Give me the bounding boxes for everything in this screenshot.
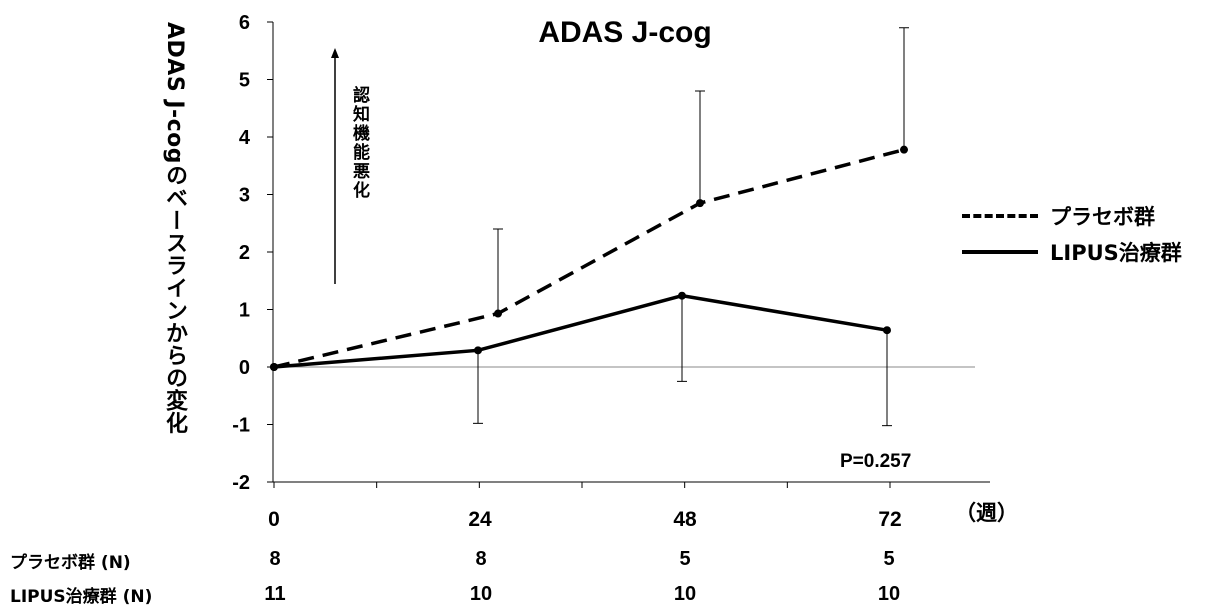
point-lipus [883, 326, 891, 335]
n-placebo-0: 8 [269, 548, 281, 570]
point-lipus [474, 346, 482, 355]
legend-swatch-solid [962, 250, 1038, 254]
legend: プラセボ群 LIPUS治療群 [962, 198, 1182, 270]
y-tick-label: 4 [239, 127, 251, 149]
point-placebo [494, 309, 502, 318]
n-row-label-lipus: LIPUS治療群 (N) [10, 587, 153, 607]
axes: 6 5 4 3 2 1 0 -1 -2 0 24 48 72 [232, 12, 990, 531]
point-lipus [270, 363, 278, 371]
x-axis-unit: （週） [955, 501, 1018, 525]
legend-label-placebo: プラセボ群 [1050, 205, 1155, 229]
chart-title: ADAS J-cog [538, 16, 711, 49]
y-axis-label: ADAS J-cogのベースラインからの変化 [162, 22, 187, 435]
n-lipus-0: 11 [264, 583, 286, 605]
series-line-lipus [273, 293, 888, 369]
worsening-annotation: 認知機能悪化 [349, 86, 369, 200]
n-placebo-72: 5 [883, 548, 895, 570]
x-tick-label: 24 [468, 508, 492, 531]
y-tick-label: 3 [239, 185, 250, 207]
series-group [270, 27, 909, 427]
y-tick-label: 6 [239, 12, 250, 34]
worsening-arrowhead [331, 48, 339, 58]
y-tick-label: 5 [239, 70, 250, 92]
y-tick-label: -1 [232, 415, 250, 437]
y-tick-label: 2 [239, 242, 250, 264]
y-tick-label: 1 [239, 300, 250, 322]
legend-label-lipus: LIPUS治療群 [1050, 241, 1182, 265]
series-line-placebo [273, 147, 905, 369]
n-row-label-placebo: プラセボ群 (N) [10, 553, 131, 573]
n-placebo-48: 5 [679, 548, 691, 570]
x-tick-label: 0 [268, 508, 280, 531]
legend-item-placebo: プラセボ群 [962, 198, 1182, 234]
n-placebo-24: 8 [475, 548, 487, 570]
n-lipus-24: 10 [469, 583, 493, 605]
point-lipus [678, 291, 686, 300]
x-tick-label: 48 [673, 508, 697, 531]
legend-item-lipus: LIPUS治療群 [962, 234, 1182, 270]
point-placebo [900, 145, 908, 154]
point-placebo [696, 199, 704, 208]
y-tick-label: -2 [232, 472, 250, 494]
p-value: P=0.257 [840, 451, 912, 472]
n-lipus-72: 10 [877, 583, 901, 605]
y-tick-label: 0 [239, 357, 250, 379]
n-lipus-48: 10 [673, 583, 697, 605]
legend-swatch-dashed [962, 214, 1038, 218]
x-tick-label: 72 [878, 508, 901, 531]
